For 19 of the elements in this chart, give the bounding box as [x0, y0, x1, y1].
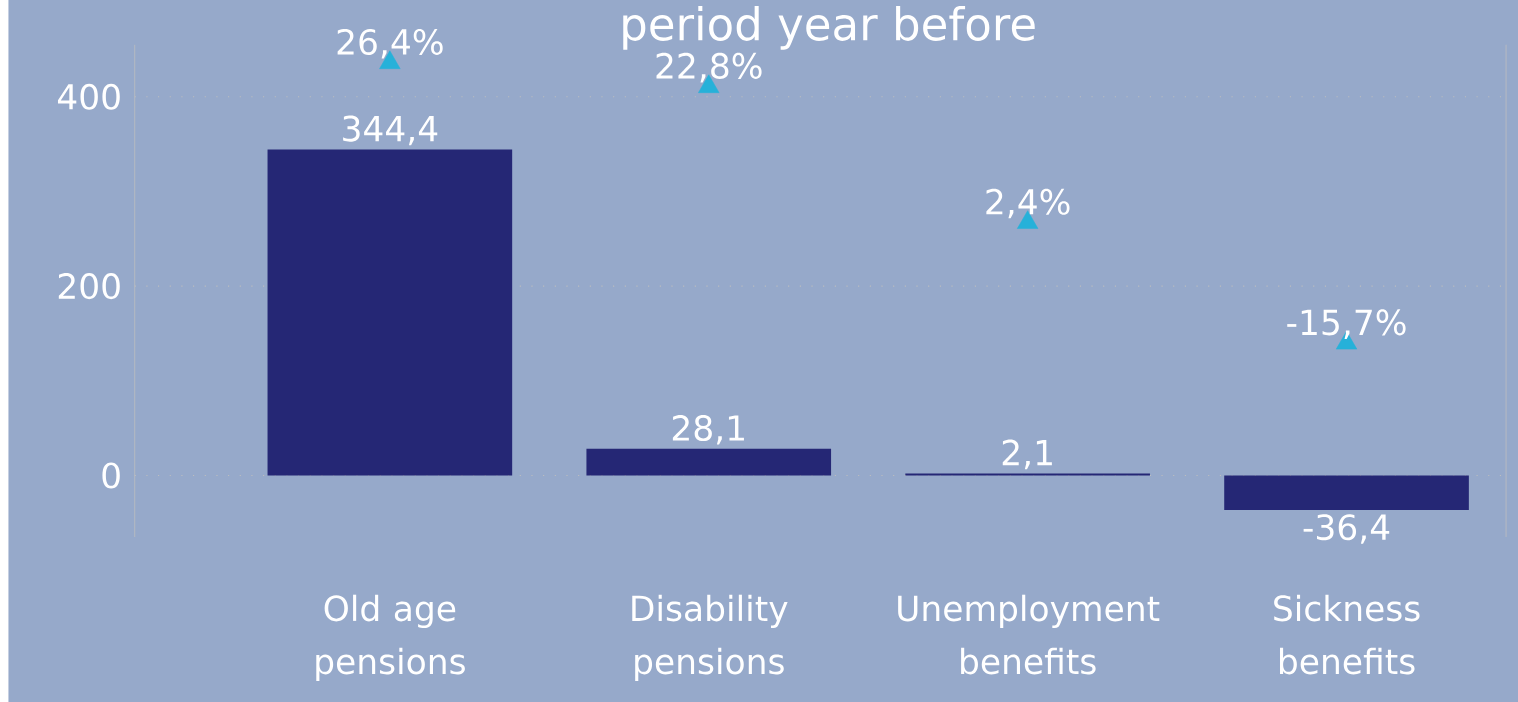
data-label: -15,7%	[1287, 309, 1406, 339]
data-label: 26,4%	[337, 28, 443, 59]
data-label: 2,4%	[986, 188, 1070, 219]
x-tick-label: Sickness benefits	[1274, 594, 1420, 675]
data-label: 2,1	[1002, 439, 1052, 470]
data-label: 344,4	[343, 115, 438, 146]
x-tick-label: Unemployment benefits	[898, 594, 1160, 675]
bar	[1224, 475, 1469, 510]
bar	[586, 448, 832, 476]
data-label: 22,8%	[656, 52, 762, 83]
data-label: -36,4	[1303, 514, 1390, 544]
y-tick-label: 200	[58, 273, 120, 300]
chart-title: period year before	[623, 5, 1035, 50]
x-tick-label: Disability pensions	[632, 594, 788, 682]
y-tick-label: 400	[57, 83, 120, 110]
data-label: 28,1	[672, 414, 744, 445]
bar	[267, 149, 513, 476]
y-tick-label: 0	[102, 462, 120, 489]
x-tick-label: Old age pensions	[316, 594, 465, 682]
